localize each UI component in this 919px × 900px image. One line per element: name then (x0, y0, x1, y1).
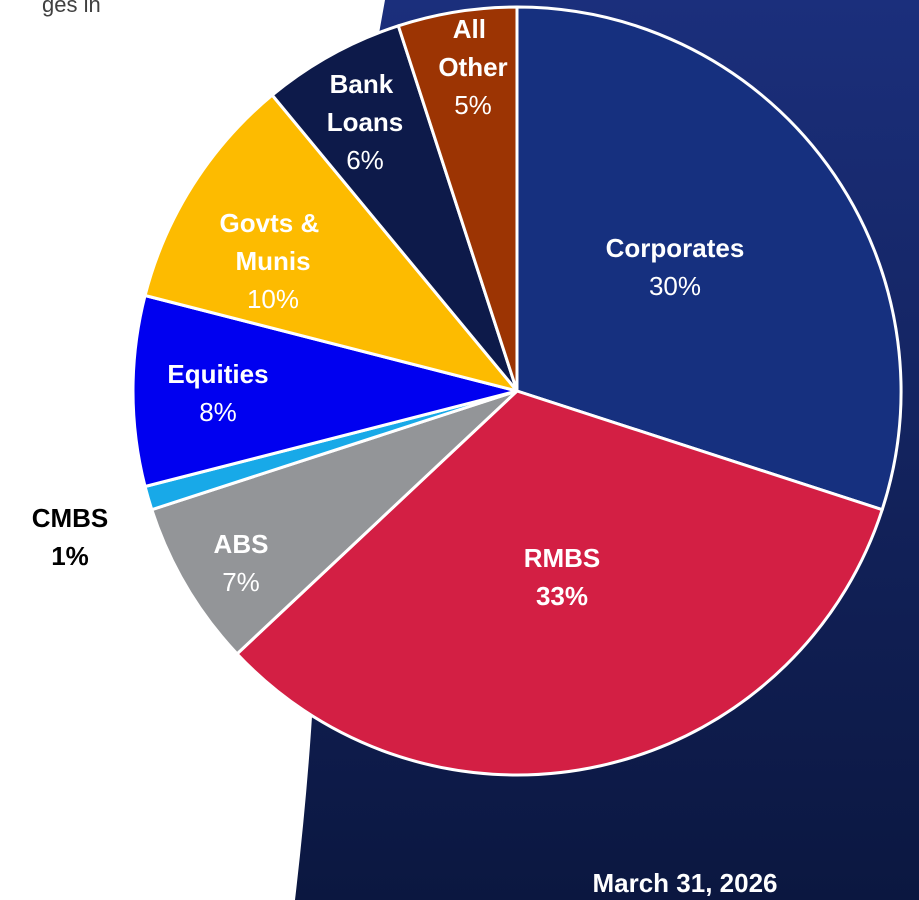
slice-label: ABS (214, 529, 269, 559)
slice-label: Bank Loans (327, 69, 404, 137)
date-annotation: March 31, 2026 (592, 868, 777, 898)
pie-slice (270, 24, 519, 393)
pie-slice (131, 294, 519, 488)
slice-value-label: 10% (247, 284, 299, 314)
slice-value-label: 5% (454, 90, 492, 120)
pie-slice (143, 93, 519, 393)
pie-labels: Corporates 30% RMBS 33% ABS 7% CMBS 1% Equities 8… (32, 14, 745, 611)
pie-slice (396, 5, 519, 393)
slice-value-label: 1% (51, 541, 89, 571)
pie-slice (150, 389, 519, 656)
pie-slice (235, 389, 884, 777)
subtitle: ges in (42, 0, 101, 17)
slice-label: RMBS (524, 543, 601, 573)
slice-value-label: 7% (222, 567, 260, 597)
slice-label: Corporates (606, 233, 745, 263)
slice-value-label: 30% (649, 271, 701, 301)
slice-value-label: 8% (199, 397, 237, 427)
slice-label: All Other (438, 14, 507, 82)
pie (131, 5, 903, 777)
pie-slice (515, 5, 903, 512)
slice-label: CMBS (32, 503, 109, 533)
slice-label: Govts & Munis (220, 208, 327, 276)
slice-value-label: 6% (346, 145, 384, 175)
slice-label: Equities (167, 359, 268, 389)
slice-value-label: 33% (536, 581, 588, 611)
